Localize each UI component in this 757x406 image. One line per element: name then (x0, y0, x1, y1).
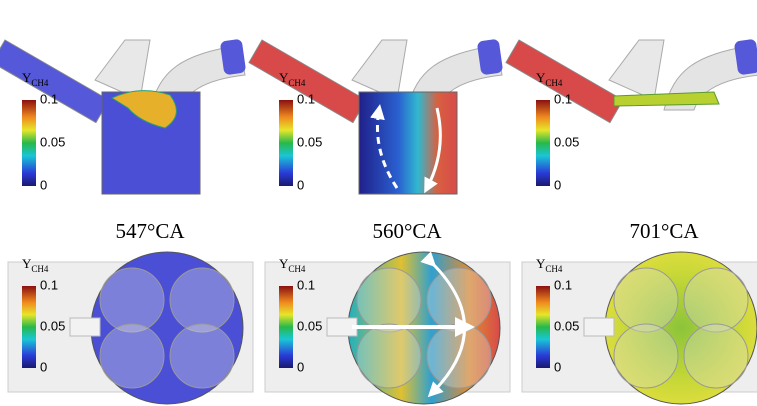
colorbar (536, 286, 550, 368)
legend-subscript: CH4 (288, 78, 306, 88)
colorbar-tick: 0.1 (554, 91, 572, 106)
colorbar (536, 100, 550, 186)
valve (100, 268, 164, 332)
colorbar-tick: 0.1 (297, 277, 315, 292)
colorbar-tick: 0.05 (297, 134, 322, 149)
port (70, 318, 100, 336)
valve (614, 324, 678, 388)
intake-pipe (506, 40, 623, 123)
colorbar-tick: 0 (297, 359, 304, 374)
colorbar-tick: 0.05 (554, 134, 579, 149)
valve (357, 268, 421, 332)
legend-subscript: CH4 (545, 78, 563, 88)
intake-stem (352, 40, 407, 100)
port (584, 318, 614, 336)
colorbar (279, 100, 293, 186)
valve (357, 324, 421, 388)
valve (170, 268, 234, 332)
colorbar-tick: 0.1 (297, 91, 315, 106)
colorbar-tick: 0 (554, 359, 561, 374)
figure: YCH40.10.050YCH40.10.050YCH40.10.050YCH4… (0, 0, 757, 406)
colorbar-tick: 0.05 (40, 134, 65, 149)
exhaust-end (220, 39, 247, 76)
legend-subscript: CH4 (545, 264, 563, 274)
colorbar (279, 286, 293, 368)
colorbar (22, 286, 36, 368)
colorbar-tick: 0.1 (40, 277, 58, 292)
colorbar-tick: 0.1 (40, 91, 58, 106)
legend-subscript: CH4 (31, 264, 49, 274)
intake-pipe (249, 40, 366, 123)
valve (684, 268, 748, 332)
valve (170, 324, 234, 388)
exhaust-end (477, 39, 504, 76)
valve (614, 268, 678, 332)
caption: 560°CA (372, 219, 442, 243)
colorbar-tick: 0 (297, 177, 304, 192)
colorbar-tick: 0 (40, 359, 47, 374)
legend-subscript: CH4 (288, 264, 306, 274)
fuel-layer (614, 92, 719, 106)
cylinder (359, 92, 457, 194)
colorbar-tick: 0.1 (554, 277, 572, 292)
valve (684, 324, 748, 388)
colorbar (22, 100, 36, 186)
caption: 701°CA (629, 219, 699, 243)
colorbar-tick: 0 (40, 177, 47, 192)
colorbar-tick: 0.05 (40, 318, 65, 333)
colorbar-tick: 0.05 (297, 318, 322, 333)
intake-stem (609, 40, 664, 100)
intake-pipe (0, 40, 109, 123)
valve (100, 324, 164, 388)
legend-subscript: CH4 (31, 78, 49, 88)
caption: 547°CA (115, 219, 185, 243)
colorbar-tick: 0.05 (554, 318, 579, 333)
colorbar-tick: 0 (554, 177, 561, 192)
